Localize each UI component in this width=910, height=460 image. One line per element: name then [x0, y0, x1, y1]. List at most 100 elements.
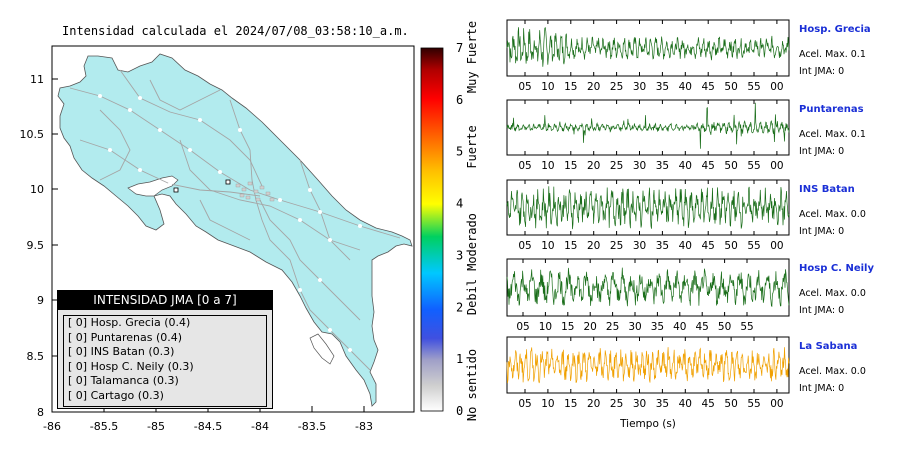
colorbar-tick-label: 6 — [456, 93, 463, 107]
map-axis-ticks: -86 -85.5 -85 -84.5 -84 -83.5 -83 11 10.5 10 9.5 9 8… — [20, 73, 373, 433]
colorbar-category-label: No sentido — [465, 349, 479, 421]
colorbar: 0 1 2 3 4 5 6 7 No sentido Debil Moderado Fuerte Mu… — [420, 21, 479, 421]
station-name: Hosp. Grecia — [799, 24, 871, 35]
station-acel-max: Acel. Max. 0.0 — [799, 366, 866, 377]
station-acel-max: Acel. Max. 0.1 — [799, 49, 866, 60]
map-title: Intensidad calculada el 2024/07/08_03:58… — [62, 24, 409, 38]
waveform-tick-label: 50 — [724, 81, 737, 93]
legend-row: [ 0] INS Batan (0.3) — [68, 345, 175, 359]
waveform-panels: 05 10 15 20 25 30 35 40 45 50 55 00 Hosp. Grecia Acel… — [506, 19, 874, 410]
waveform-tick-label: 25 — [606, 321, 619, 333]
station-acel-max: Acel. Max. 0.0 — [799, 209, 866, 220]
waveform-tick-label: 30 — [628, 321, 641, 333]
waveform-tick-label: 00 — [770, 240, 783, 252]
legend-row: [ 0] Hosp. Grecia (0.4) — [68, 316, 191, 329]
waveform-tick-label: 20 — [584, 321, 597, 333]
colorbar-tick-label: 2 — [456, 300, 463, 314]
colorbar-category-label: Fuerte — [465, 125, 479, 168]
waveform-tick-label: 40 — [679, 398, 692, 410]
lat-tick-label: 11 — [30, 73, 44, 86]
waveform-tick-label: 15 — [564, 81, 577, 93]
waveform-tick-label: 20 — [587, 398, 600, 410]
lon-tick-label: -85 — [147, 420, 165, 433]
lon-tick-label: -84.5 — [194, 420, 222, 433]
nicoya-gulf — [127, 175, 179, 197]
waveform-tick-label: 55 — [747, 240, 760, 252]
colorbar-category-label: Muy Fuerte — [465, 21, 479, 93]
waveform-trace — [506, 26, 790, 67]
station-name: La Sabana — [799, 341, 857, 352]
colorbar-tick-label: 5 — [456, 145, 463, 159]
station-name: Puntarenas — [799, 104, 864, 115]
waveform-trace — [506, 186, 790, 230]
waveform-tick-label: 05 — [518, 160, 531, 172]
lat-tick-label: 9.5 — [27, 239, 45, 252]
waveform-tick-label: 05 — [518, 81, 531, 93]
colorbar-category-label: Moderado — [465, 213, 479, 271]
station-acel-max: Acel. Max. 0.1 — [799, 129, 866, 140]
waveform-tick-label: 10 — [541, 160, 554, 172]
colorbar-tick-label: 3 — [456, 248, 463, 262]
waveform-trace — [506, 347, 790, 384]
waveform-tick-label: 30 — [633, 160, 646, 172]
waveform-tick-label: 05 — [518, 398, 531, 410]
waveform-tick-label: 10 — [541, 81, 554, 93]
station-markers — [98, 94, 362, 352]
waveform-panel: 05 10 15 20 25 30 35 40 45 50 55 00 Puntarenas Acel. … — [506, 99, 866, 172]
lat-tick-label: 10.5 — [20, 128, 45, 141]
golfo-dulce — [309, 333, 335, 365]
waveform-tick-label: 55 — [740, 321, 753, 333]
waveform-panel: 05 10 15 20 25 30 35 40 45 50 55 00 INS Batan Acel. M… — [506, 179, 866, 252]
colorbar-category-label: Debil — [465, 279, 479, 315]
intensity-legend: INTENSIDAD JMA [0 a 7] [ 0] Hosp. Grecia… — [57, 290, 273, 409]
legend-row: [ 0] Cartago (0.3) — [68, 388, 164, 402]
station-acel-max: Acel. Max. 0.0 — [799, 288, 866, 299]
legend-title: INTENSIDAD JMA [0 a 7] — [58, 291, 272, 310]
waveform-tick-label: 55 — [747, 81, 760, 93]
waveform-tick-label: 40 — [679, 160, 692, 172]
station-square-puntarenas — [173, 187, 179, 193]
station-int-jma: Int JMA: 0 — [799, 226, 844, 237]
waveform-tick-label: 35 — [656, 160, 669, 172]
waveform-tick-label: 50 — [724, 240, 737, 252]
waveform-tick-label: 45 — [702, 240, 715, 252]
waveform-tick-label: 50 — [724, 160, 737, 172]
waveform-tick-label: 35 — [651, 321, 664, 333]
waveform-tick-label: 55 — [747, 398, 760, 410]
waveform-tick-label: 50 — [724, 398, 737, 410]
waveform-tick-label: 25 — [610, 81, 623, 93]
waveform-tick-label: 20 — [587, 81, 600, 93]
costa-rica-land — [57, 53, 413, 407]
colorbar-tick-label: 7 — [456, 41, 463, 55]
waveform-frame — [506, 336, 790, 394]
waveform-trace — [506, 267, 790, 308]
waveform-tick-label: 50 — [718, 321, 731, 333]
lat-tick-label: 8.5 — [27, 350, 45, 363]
waveform-tick-label: 00 — [770, 81, 783, 93]
station-int-jma: Int JMA: 0 — [799, 66, 844, 77]
station-name: Hosp C. Neily — [799, 263, 874, 274]
waveform-tick-label: 30 — [633, 81, 646, 93]
waveform-tick-label: 35 — [656, 240, 669, 252]
waveform-tick-label: 00 — [770, 398, 783, 410]
map-frame — [51, 45, 415, 413]
waveform-tick-label: 25 — [610, 398, 623, 410]
station-int-jma: Int JMA: 0 — [799, 383, 844, 394]
legend-list: [ 0] Hosp. Grecia (0.4) [ 0] Puntarenas … — [63, 315, 267, 407]
waveform-tick-label: 40 — [679, 81, 692, 93]
lat-tick-label: 10 — [30, 183, 44, 196]
colorbar-gradient — [420, 47, 444, 412]
waveform-tick-label: 10 — [541, 240, 554, 252]
station-square-grecia — [225, 179, 231, 185]
central-valley-cluster — [235, 181, 275, 202]
lat-tick-label: 9 — [37, 294, 44, 307]
colorbar-tick-label: 4 — [456, 197, 463, 211]
waveform-tick-label: 25 — [610, 160, 623, 172]
waveform-tick-label: 35 — [656, 81, 669, 93]
waveform-tick-label: 30 — [633, 398, 646, 410]
colorbar-ticks: 0 1 2 3 4 5 6 7 — [456, 41, 463, 418]
waveform-tick-label: 00 — [770, 160, 783, 172]
waveform-tick-label: 10 — [541, 398, 554, 410]
waveform-tick-label: 30 — [633, 240, 646, 252]
waveform-tick-label: 15 — [564, 240, 577, 252]
